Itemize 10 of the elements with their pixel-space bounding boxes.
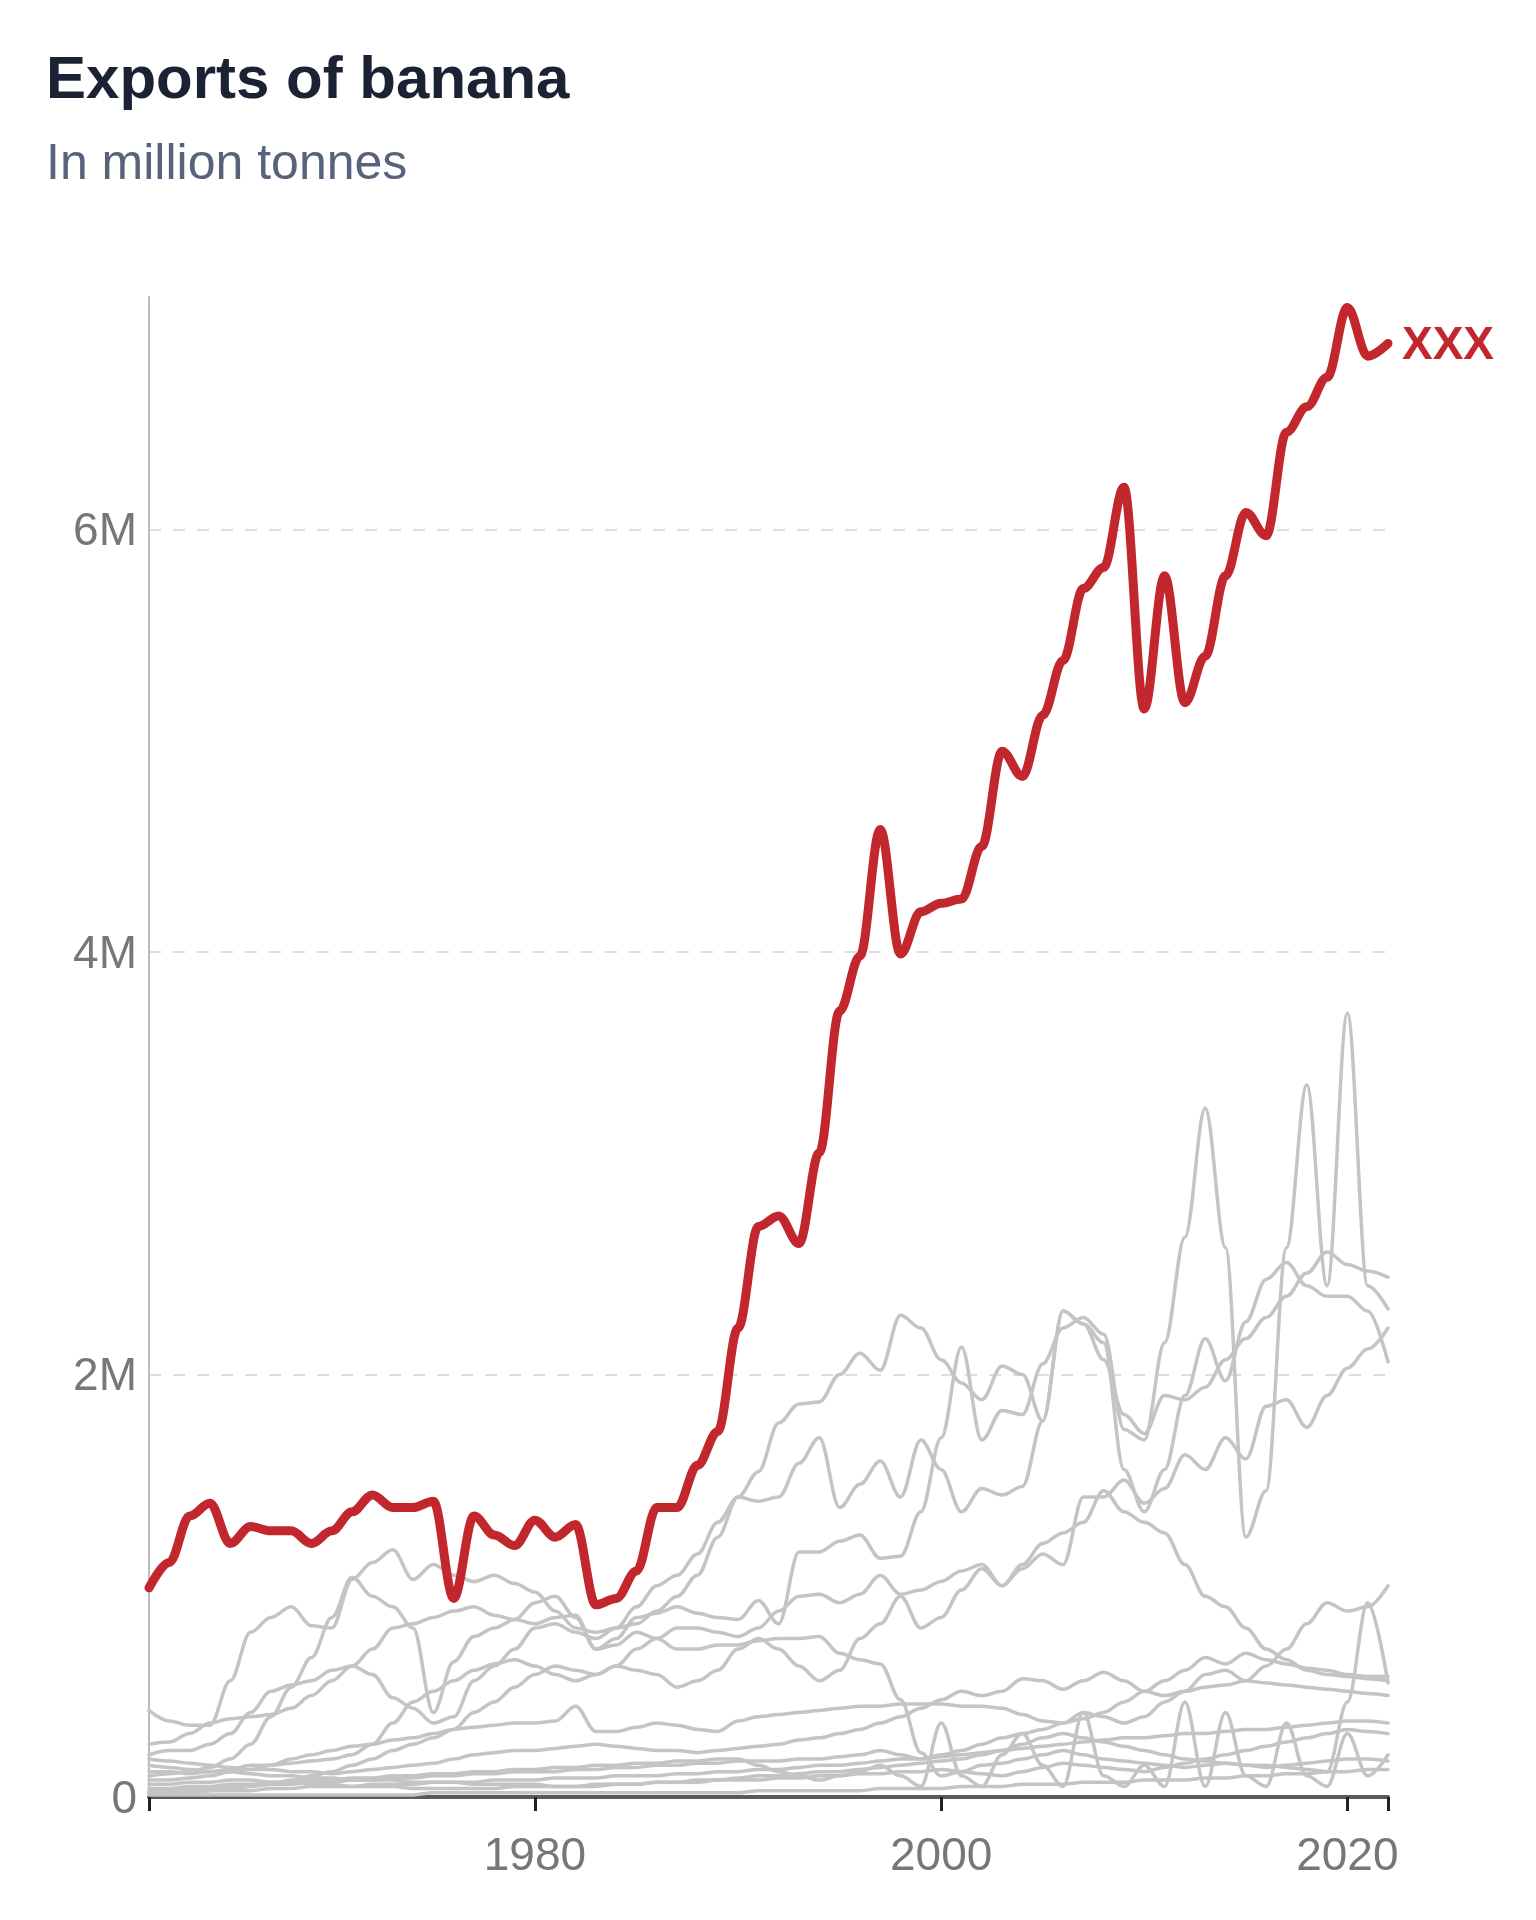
series-label: XXX xyxy=(1402,317,1495,370)
chart-title: Exports of banana xyxy=(46,43,571,111)
x-tick-label: 2000 xyxy=(889,1828,993,1880)
y-tick-label: 4M xyxy=(73,925,137,978)
x-tick-label: 2020 xyxy=(1296,1828,1399,1880)
y-tick-label: 0 xyxy=(111,1771,137,1823)
y-tick-label: 2M xyxy=(73,1348,137,1401)
x-tick-label: 1980 xyxy=(483,1828,587,1880)
y-tick-label: 6M xyxy=(73,503,137,556)
chart-subtitle: In million tonnes xyxy=(46,134,408,190)
